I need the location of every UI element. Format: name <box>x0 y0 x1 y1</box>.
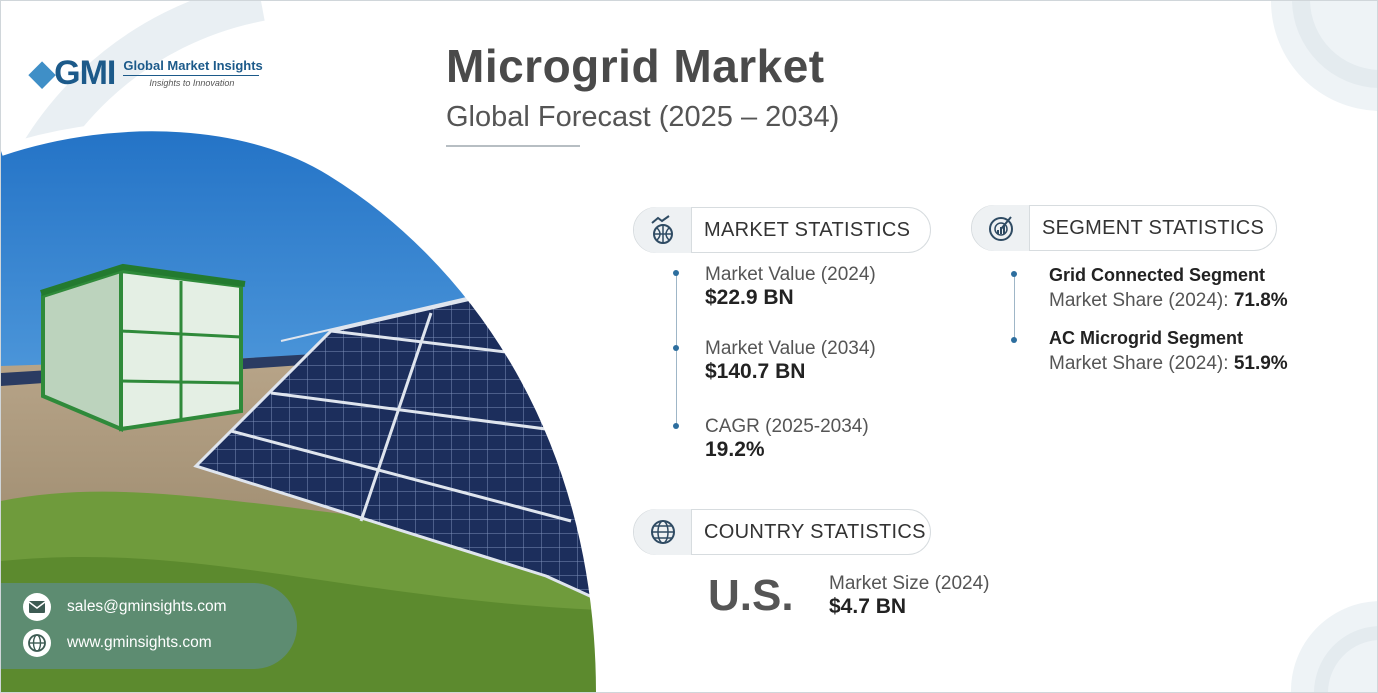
timeline-bullet <box>673 345 679 351</box>
segment-statistics-header: SEGMENT STATISTICS <box>971 205 1277 251</box>
stat-value: $22.9 BN <box>705 286 794 309</box>
timeline-bullet <box>1011 337 1017 343</box>
stat-label: Market Size (2024) <box>829 573 990 594</box>
timeline-bullet <box>673 423 679 429</box>
stat-value: $140.7 BN <box>705 360 806 383</box>
gmi-logo: ◆GMI Global Market Insights Insights to … <box>29 53 263 93</box>
segment-stat-item: AC Microgrid Segment Market Share (2024)… <box>1049 328 1288 375</box>
country-statistics-label: COUNTRY STATISTICS <box>704 520 926 543</box>
website-link[interactable]: www.gminsights.com <box>67 634 212 651</box>
globe-chart-icon <box>634 207 692 253</box>
email-link[interactable]: sales@gminsights.com <box>67 598 227 615</box>
stat-value: 19.2% <box>705 438 765 461</box>
market-statistics-label: MARKET STATISTICS <box>704 218 911 241</box>
page-subtitle: Global Forecast (2025 – 2034) <box>446 101 840 133</box>
segment-share: Market Share (2024): 51.9% <box>1049 353 1288 374</box>
gauge-icon <box>972 205 1030 251</box>
timeline-bullet <box>673 270 679 276</box>
brand-name: Global Market Insights <box>123 58 263 73</box>
stat-label: Market Value (2034) <box>705 338 876 359</box>
segment-title: AC Microgrid Segment <box>1049 328 1244 348</box>
country-stat-item: Market Size (2024) $4.7 BN <box>829 573 990 619</box>
timeline-bullet <box>1011 271 1017 277</box>
country-name: U.S. <box>708 571 794 620</box>
page-title: Microgrid Market <box>446 40 825 92</box>
stat-label: Market Value (2024) <box>705 264 876 285</box>
diamond-icon: ◆ <box>29 54 55 92</box>
email-row[interactable]: sales@gminsights.com <box>23 593 227 621</box>
website-row[interactable]: www.gminsights.com <box>23 629 212 657</box>
globe-icon <box>23 629 51 657</box>
country-statistics-header: COUNTRY STATISTICS <box>633 509 931 555</box>
logo-divider <box>123 75 260 76</box>
market-stat-item: Market Value (2034) $140.7 BN <box>705 338 876 384</box>
segment-stat-item: Grid Connected Segment Market Share (202… <box>1049 265 1288 312</box>
stat-value: $4.7 BN <box>829 595 907 618</box>
segment-statistics-label: SEGMENT STATISTICS <box>1042 216 1265 239</box>
segment-share: Market Share (2024): 71.8% <box>1049 290 1288 311</box>
segment-title: Grid Connected Segment <box>1049 265 1266 285</box>
mail-icon <box>23 593 51 621</box>
globe-icon <box>634 509 692 555</box>
market-statistics-header: MARKET STATISTICS <box>633 207 931 253</box>
market-stat-item: CAGR (2025-2034) 19.2% <box>705 416 869 462</box>
logo-mark: ◆GMI <box>29 54 116 92</box>
contact-bar: sales@gminsights.com www.gminsights.com <box>1 583 297 669</box>
market-stat-item: Market Value (2024) $22.9 BN <box>705 264 876 310</box>
stat-label: CAGR (2025-2034) <box>705 416 869 437</box>
segment-timeline-line <box>1014 274 1015 340</box>
title-divider <box>446 145 580 147</box>
brand-tagline: Insights to Innovation <box>149 78 235 88</box>
